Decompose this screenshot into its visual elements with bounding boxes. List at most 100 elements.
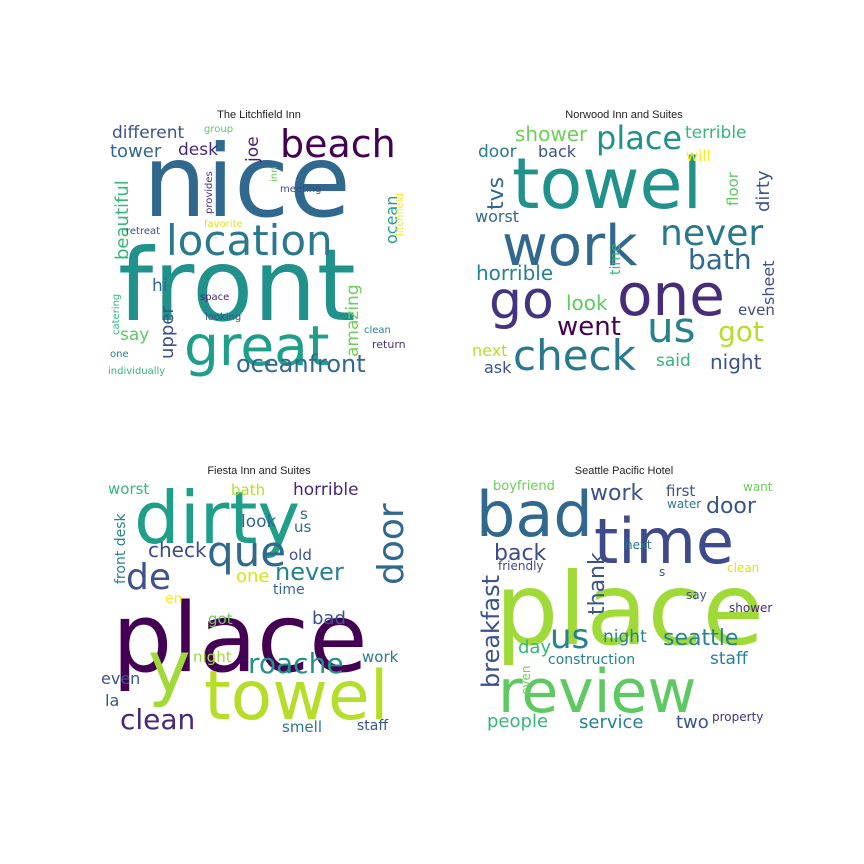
word-got: got: [718, 315, 764, 348]
word-oceanfront: oceanfront: [236, 350, 366, 378]
word-shower: shower: [729, 601, 772, 615]
word-roache: roache: [248, 647, 344, 680]
word-staff: staff: [357, 718, 388, 734]
word-meeting: meeting: [280, 184, 321, 195]
word-y: y: [148, 625, 191, 709]
word-front: front: [118, 227, 356, 344]
word-one: one: [617, 261, 725, 329]
word-great: great: [184, 314, 329, 378]
word-say: say: [686, 588, 707, 602]
word-first: first: [666, 482, 695, 500]
panel-fiesta-inn: Fiesta Inn and Suites place dirty towelyqu…: [101, 465, 412, 736]
word-breakfast: breakfast: [477, 575, 505, 688]
word-retreat: retreat: [126, 226, 160, 237]
word-en: en: [165, 591, 183, 607]
word-bath: bath: [231, 481, 265, 499]
word-place: place: [495, 551, 764, 668]
word-location: location: [166, 216, 333, 265]
panel-title: Fiesta Inn and Suites: [207, 465, 311, 477]
word-tvs: tvs: [484, 177, 509, 210]
word-door: door: [478, 142, 517, 162]
word-upper: upper: [157, 306, 178, 359]
panel-title: Seattle Pacific Hotel: [575, 465, 673, 477]
word-front-desk: front desk: [113, 512, 129, 584]
word-construction: construction: [548, 652, 635, 668]
word-clean: clean: [727, 561, 759, 575]
word-nice: nice: [143, 123, 351, 240]
word-dirty: dirty: [753, 170, 774, 212]
word-even: even: [738, 301, 775, 319]
word-say: say: [120, 325, 149, 345]
word-towel: towel: [204, 657, 389, 736]
word-people: people: [487, 711, 548, 732]
word-us: us: [647, 303, 696, 352]
word-check: check: [148, 538, 207, 562]
word-even: even: [101, 669, 140, 688]
word-amazing: amazing: [343, 284, 363, 357]
panel-title: The Litchfield Inn: [217, 109, 301, 121]
word-horrible: horrible: [293, 480, 359, 500]
word-staff: staff: [710, 649, 749, 669]
word-terrible: terrible: [685, 123, 747, 143]
word-old: old: [289, 546, 312, 564]
word-shower: shower: [515, 122, 588, 146]
word-time: time: [273, 582, 305, 598]
word-never: never: [275, 558, 344, 586]
word-floor: floor: [724, 171, 742, 206]
word-different: different: [112, 123, 185, 143]
word-seattle: seattle: [663, 626, 738, 651]
word-worst: worst: [108, 480, 149, 498]
word-inn: inn: [269, 167, 280, 182]
word-place: place: [596, 119, 682, 157]
word-will: will: [686, 147, 711, 165]
word-day: day: [518, 637, 551, 658]
word-door: door: [706, 494, 757, 519]
word-bath: bath: [688, 243, 752, 276]
word-go: go: [489, 271, 554, 331]
word-smell: smell: [282, 718, 322, 736]
word-work: work: [502, 214, 638, 279]
word-horrible: horrible: [476, 261, 553, 285]
word-tower: tower: [110, 141, 162, 162]
word-look: look: [241, 512, 277, 532]
word-two: two: [676, 712, 709, 733]
word-dirty: dirty: [134, 476, 300, 560]
word-ocean: ocean: [382, 196, 401, 244]
word-boyfriend: boyfriend: [493, 479, 555, 494]
word-next: next: [625, 538, 652, 552]
word-look: look: [566, 291, 608, 315]
word-que: que: [207, 527, 286, 576]
word-service: service: [579, 712, 643, 733]
word-friendly: friendly: [498, 559, 544, 573]
word-us: us: [550, 617, 589, 657]
word-provides: provides: [204, 171, 215, 214]
word-water: water: [667, 497, 701, 511]
word-worst: worst: [475, 207, 519, 226]
word-review: review: [498, 657, 696, 727]
word-back: back: [538, 142, 577, 161]
word-door: door: [371, 503, 412, 585]
word-thank: thank: [585, 552, 610, 615]
word-bad: bad: [476, 478, 593, 551]
word-s: s: [300, 505, 308, 523]
word-individually: individually: [108, 366, 165, 377]
panel-title: Norwood Inn and Suites: [565, 109, 683, 121]
word-never: never: [660, 213, 763, 254]
word-clean: clean: [364, 325, 391, 336]
word-want: want: [743, 480, 773, 494]
word-catering: catering: [111, 294, 122, 335]
word-even: even: [519, 666, 533, 695]
word-favorite: favorite: [204, 219, 243, 230]
word-beach: beach: [280, 122, 396, 166]
word-night: night: [193, 648, 232, 666]
word-one: one: [110, 349, 129, 360]
word-desk: desk: [178, 140, 218, 160]
word-place: place: [112, 584, 368, 694]
word-one: one: [236, 566, 270, 587]
word-work: work: [590, 481, 643, 506]
word-sheet: sheet: [759, 261, 778, 305]
word-return: return: [372, 338, 406, 351]
word-bad: bad: [312, 608, 346, 629]
